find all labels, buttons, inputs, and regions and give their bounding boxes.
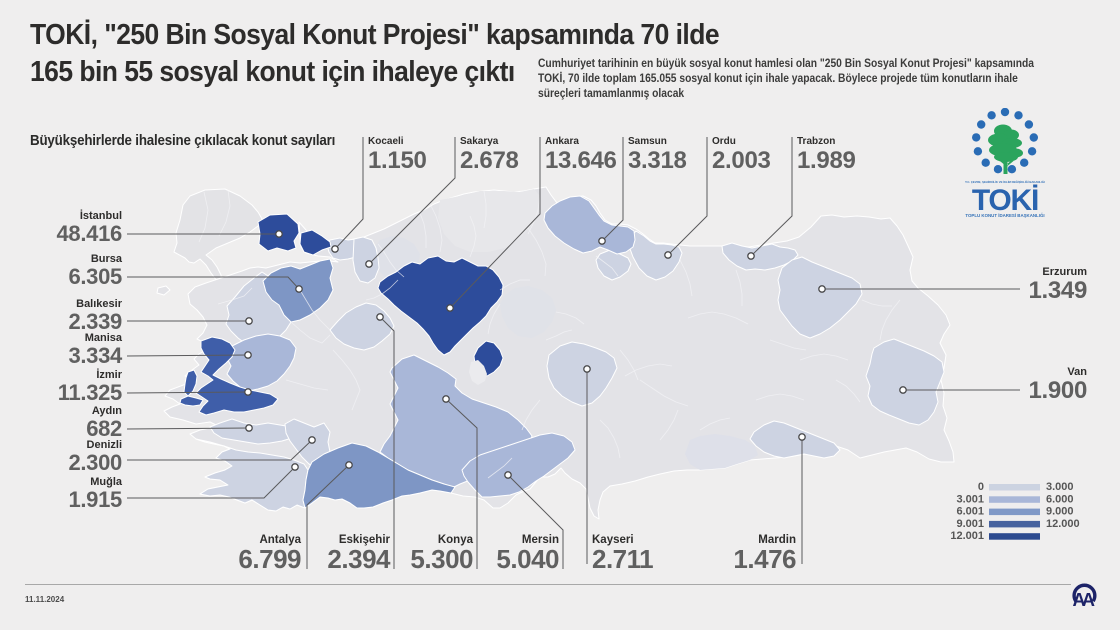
- svg-text:12.000: 12.000: [1046, 518, 1080, 530]
- svg-text:A: A: [1073, 590, 1086, 609]
- svg-text:9.001: 9.001: [956, 518, 984, 530]
- svg-text:3.000: 3.000: [1046, 481, 1074, 493]
- svg-text:0: 0: [978, 481, 984, 493]
- svg-text:9.000: 9.000: [1046, 506, 1074, 518]
- svg-text:12.001: 12.001: [950, 530, 984, 542]
- svg-text:TOPLU KONUT İDARESİ BAŞKANLIĞI: TOPLU KONUT İDARESİ BAŞKANLIĞI: [965, 213, 1044, 218]
- svg-text:TOKİ: TOKİ: [972, 184, 1038, 217]
- svg-text:T.C. ÇEVRE, ŞEHİRCİLİK VE İKLİ: T.C. ÇEVRE, ŞEHİRCİLİK VE İKLİM DEĞİŞİKL…: [965, 179, 1045, 184]
- svg-text:6.000: 6.000: [1046, 493, 1074, 505]
- svg-text:3.001: 3.001: [956, 493, 984, 505]
- svg-text:A: A: [1082, 590, 1095, 609]
- svg-text:6.001: 6.001: [956, 506, 984, 518]
